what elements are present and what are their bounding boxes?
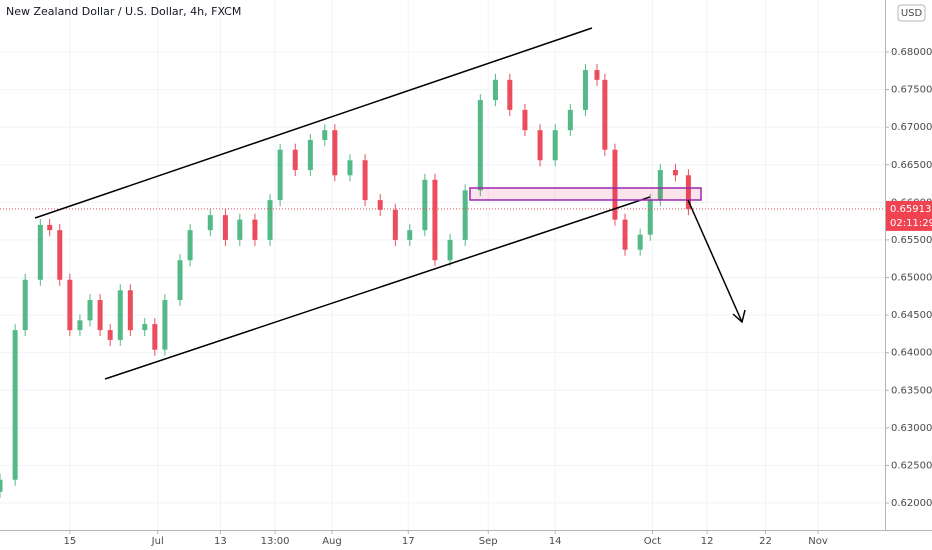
- currency-label: USD: [901, 8, 923, 19]
- candle-body: [647, 200, 653, 235]
- x-tick-label: Aug: [322, 536, 342, 547]
- candle-body: [462, 190, 468, 240]
- candle-body: [612, 149, 618, 220]
- candle-body: [107, 330, 113, 340]
- candle-body: [117, 290, 123, 340]
- candle-body: [507, 79, 513, 110]
- candle-body: [567, 109, 573, 131]
- x-tick-label: 13: [214, 536, 227, 547]
- x-tick-label: Jul: [151, 536, 164, 547]
- y-tick-label: 0.62000: [891, 498, 932, 509]
- y-tick-label: 0.67500: [891, 85, 932, 96]
- candle-body: [582, 70, 588, 110]
- candle-body: [347, 160, 353, 176]
- y-tick-label: 0.65000: [891, 273, 932, 284]
- candle-body: [267, 200, 273, 240]
- last-price-label: 0.65913: [890, 204, 931, 215]
- candle-body: [142, 324, 148, 331]
- candle-body: [432, 179, 438, 261]
- x-tick-label: Sep: [479, 536, 498, 547]
- x-tick-label: Oct: [644, 536, 661, 547]
- y-tick-label: 0.63000: [891, 423, 932, 434]
- candle-body: [492, 79, 498, 101]
- arrow-head: [732, 309, 746, 324]
- x-tick-label: 17: [402, 536, 415, 547]
- candle-body: [594, 70, 600, 80]
- y-tick-label: 0.63500: [891, 385, 932, 396]
- candle-body: [407, 230, 413, 240]
- x-tick-label: 22: [759, 536, 772, 547]
- candle-body: [47, 224, 53, 231]
- plot-area: [0, 0, 885, 530]
- upper-trendline: [34, 27, 593, 219]
- y-tick-label: 0.66500: [891, 160, 932, 171]
- candle-body: [207, 215, 213, 231]
- last-price-box: [886, 200, 932, 231]
- candle-body: [252, 219, 258, 240]
- candle-body: [392, 209, 398, 240]
- candle-body: [522, 109, 528, 131]
- y-tick-label: 0.68000: [891, 47, 932, 58]
- candle-body: [67, 279, 73, 331]
- forecast-arrow: [687, 199, 743, 323]
- candle-body: [127, 290, 133, 331]
- candle-body: [37, 224, 43, 280]
- x-tick-label: Nov: [808, 536, 828, 547]
- candle-body: [657, 170, 663, 201]
- candle-body: [292, 149, 298, 171]
- candle-body: [447, 239, 453, 261]
- candle-body: [672, 170, 678, 176]
- candle-body: [322, 130, 328, 140]
- candle-body: [277, 149, 283, 201]
- zone-rectangle: [469, 187, 702, 201]
- candle-body: [622, 219, 628, 250]
- candle-body: [87, 300, 93, 321]
- candle-body: [187, 230, 193, 261]
- candle-body: [162, 300, 168, 350]
- candle-body: [552, 130, 558, 161]
- candle-body: [97, 300, 103, 331]
- candle-body: [637, 234, 643, 250]
- candle-body: [0, 479, 3, 492]
- x-tick-label: 14: [549, 536, 562, 547]
- candle-body: [477, 100, 483, 191]
- candle-body: [685, 175, 691, 210]
- candle-body: [332, 130, 338, 176]
- x-tick-label: 15: [63, 536, 76, 547]
- drawings: [34, 27, 746, 380]
- candle-body: [422, 179, 428, 231]
- chart-title: New Zealand Dollar / U.S. Dollar, 4h, FX…: [6, 5, 241, 18]
- countdown-label: 02:11:29: [890, 218, 932, 229]
- candle-body: [237, 219, 243, 240]
- candle-body: [602, 79, 608, 150]
- y-tick-label: 0.65500: [891, 235, 932, 246]
- y-tick-label: 0.67000: [891, 122, 932, 133]
- candle-body: [57, 230, 63, 280]
- candle-body: [307, 139, 313, 171]
- candle-body: [537, 130, 543, 161]
- x-tick-label: 12: [701, 536, 714, 547]
- x-tick-label: 13:00: [261, 536, 290, 547]
- candle-body: [362, 160, 368, 201]
- lower-trendline: [104, 196, 651, 380]
- candle-body: [77, 320, 83, 331]
- candle-body: [377, 200, 383, 210]
- candle-body: [177, 260, 183, 301]
- candle-body: [22, 279, 28, 331]
- y-tick-label: 0.62500: [891, 460, 932, 471]
- candle-body: [152, 324, 158, 350]
- candle-body: [222, 215, 228, 240]
- currency-badge[interactable]: [897, 4, 926, 22]
- y-tick-label: 0.64000: [891, 348, 932, 359]
- y-tick-label: 0.64500: [891, 310, 932, 321]
- candle-body: [12, 330, 18, 480]
